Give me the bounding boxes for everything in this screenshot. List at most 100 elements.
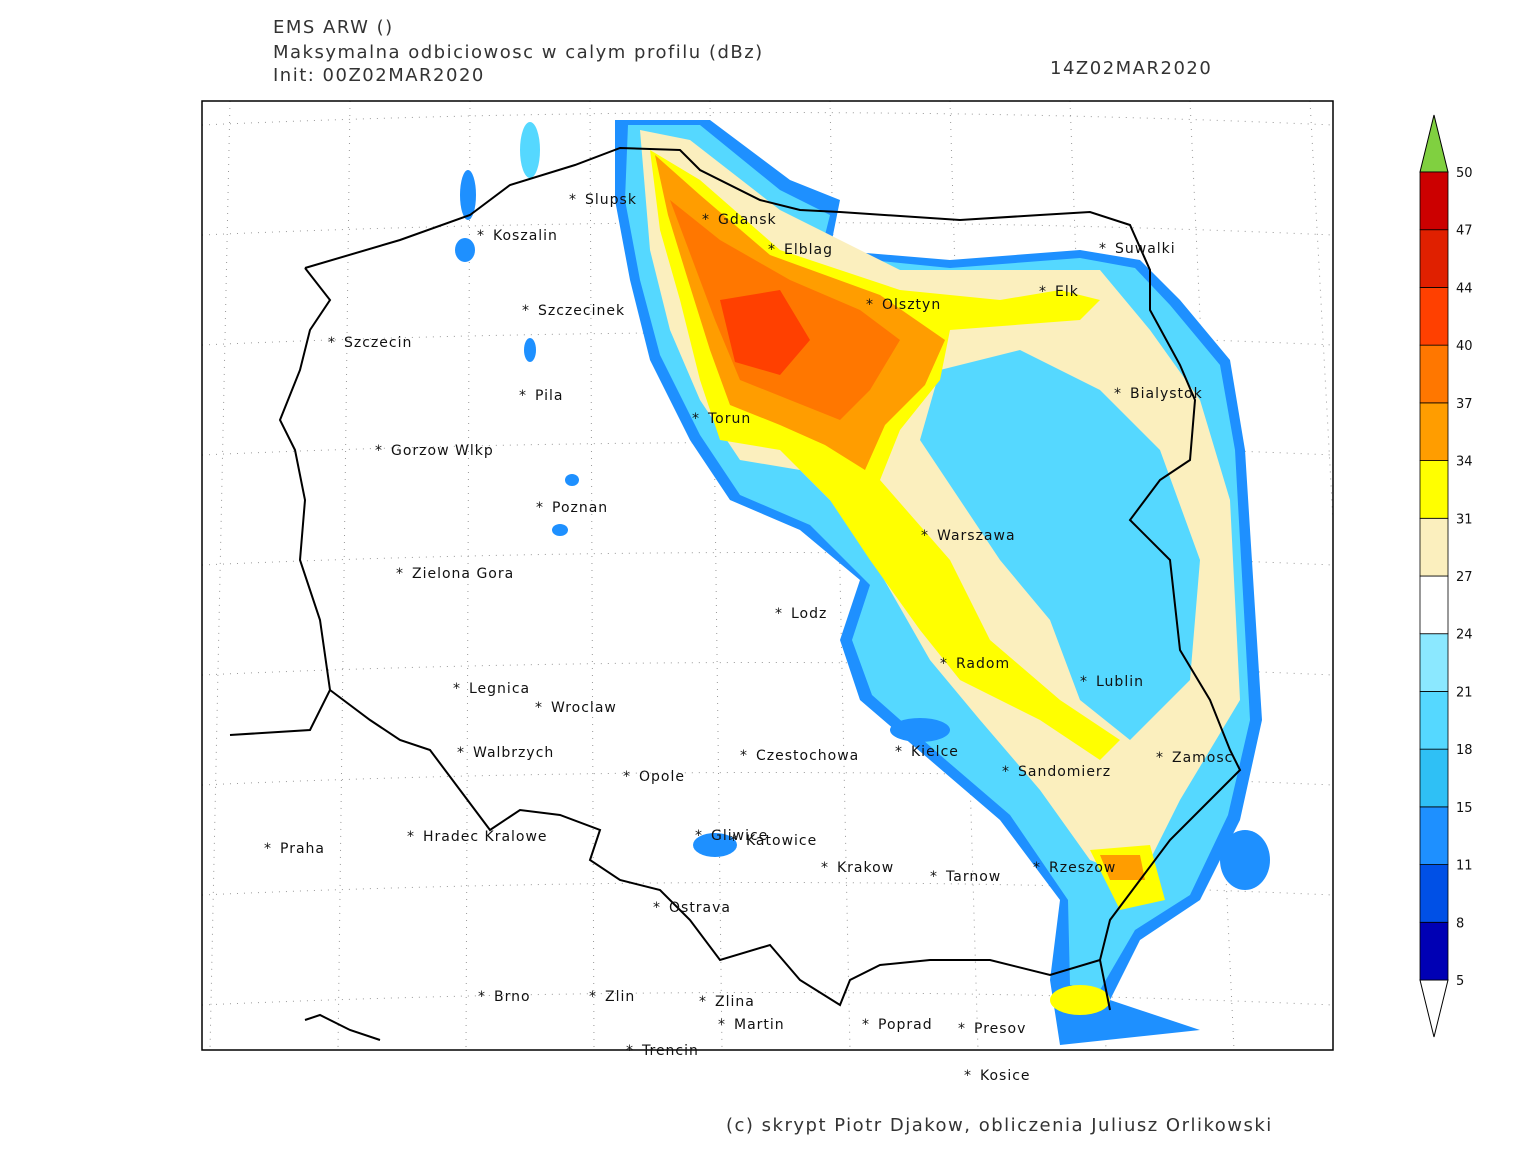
- city-marker: *: [396, 566, 404, 582]
- colorbar-band: [1419, 633, 1449, 692]
- city-label: Krakow: [837, 860, 894, 876]
- city-label: Praha: [280, 841, 325, 857]
- city-label: Szczecinek: [538, 303, 625, 319]
- city-marker: *: [1002, 764, 1010, 780]
- field-title: Maksymalna odbiciowosc w calym profilu (…: [273, 42, 764, 63]
- colorbar-tick-label: 44: [1456, 281, 1473, 296]
- city-marker: *: [930, 869, 938, 885]
- colorbar-band: [1419, 402, 1449, 461]
- city-marker: *: [895, 744, 903, 760]
- grid-line: [1189, 101, 1235, 1050]
- colorbar-tick-label: 5: [1456, 974, 1464, 989]
- echo: [1220, 830, 1270, 890]
- city-marker: *: [866, 297, 874, 313]
- city-marker: *: [862, 1017, 870, 1033]
- city-label: Bialystok: [1130, 386, 1203, 402]
- colorbar-tick-label: 15: [1456, 801, 1473, 816]
- colorbar-tick-label: 40: [1456, 339, 1473, 354]
- city-label: Gliwice: [711, 828, 768, 844]
- city-label: Sandomierz: [1018, 764, 1111, 780]
- city-label: Zlina: [715, 994, 755, 1010]
- city-marker: *: [695, 828, 703, 844]
- city-marker: *: [457, 745, 465, 761]
- city-label: Zamosc: [1172, 750, 1233, 766]
- city-marker: *: [730, 833, 738, 849]
- city-label: Koszalin: [493, 228, 558, 244]
- city-label: Trencin: [641, 1043, 699, 1059]
- echo: [460, 170, 476, 220]
- colorbar-tick-label: 27: [1456, 570, 1473, 585]
- city-marker: *: [478, 989, 486, 1005]
- colorbar-band: [1419, 171, 1449, 231]
- city-label: Opole: [639, 769, 685, 785]
- grid-line: [202, 992, 1333, 1006]
- echo: [455, 238, 475, 262]
- city-marker: *: [775, 606, 783, 622]
- city-marker: *: [453, 681, 461, 697]
- colorbar-over: [1419, 114, 1449, 173]
- city-marker: *: [699, 994, 707, 1010]
- city-marker: *: [821, 860, 829, 876]
- city-label: Olsztyn: [882, 297, 941, 313]
- city-label: Zielona Gora: [412, 566, 514, 582]
- map-frame: [201, 100, 1334, 1051]
- city-label: Gorzow Wlkp: [391, 443, 494, 459]
- city-label: Kosice: [980, 1068, 1031, 1084]
- city-marker: *: [569, 192, 577, 208]
- city-label: Walbrzych: [473, 745, 554, 761]
- city-marker: *: [589, 989, 597, 1005]
- colorbar-band: [1419, 748, 1449, 808]
- colorbar-band: [1419, 921, 1449, 981]
- city-marker: *: [328, 335, 336, 351]
- city-marker: *: [1039, 284, 1047, 300]
- city-marker: *: [653, 900, 661, 916]
- grid-line: [337, 101, 351, 1050]
- echo: [1050, 985, 1110, 1015]
- city-marker: *: [702, 212, 710, 228]
- colorbar-band: [1419, 806, 1449, 865]
- colorbar-tick-label: 11: [1456, 859, 1473, 874]
- city-label: Wroclaw: [551, 700, 617, 716]
- city-label: Elk: [1055, 284, 1079, 300]
- city-marker: *: [522, 303, 530, 319]
- city-label: Legnica: [469, 681, 530, 697]
- cities-outside: * Trencin * Kosice: [626, 1043, 1031, 1084]
- city-label: Poznan: [552, 500, 608, 516]
- city-marker: *: [768, 242, 776, 258]
- city-label: Martin: [734, 1017, 785, 1033]
- echo: [520, 122, 540, 178]
- city-label: Lodz: [791, 606, 827, 622]
- city-label: Gdansk: [718, 212, 777, 228]
- city-marker: *: [740, 748, 748, 764]
- echo: [720, 290, 810, 375]
- city-marker: *: [1114, 386, 1122, 402]
- city-marker: *: [1080, 674, 1088, 690]
- city-marker: *: [1099, 241, 1107, 257]
- colorbar-band: [1419, 691, 1449, 750]
- city-label: Presov: [974, 1021, 1026, 1037]
- city-label: Radom: [956, 656, 1010, 672]
- borders: [229, 146, 1242, 1041]
- echo: [552, 524, 568, 536]
- echo: [693, 833, 737, 857]
- colorbar-band: [1419, 344, 1449, 404]
- city-marker: *: [692, 411, 700, 427]
- grid-line: [1309, 101, 1333, 530]
- colorbar-band: [1419, 575, 1449, 635]
- city-label: Katowice: [746, 833, 817, 849]
- colorbar-band: [1419, 229, 1449, 288]
- city-label: Hradec Kralowe: [423, 829, 548, 845]
- city-marker: *: [535, 700, 543, 716]
- city-marker: *: [718, 1017, 726, 1033]
- model-title: EMS ARW (): [273, 17, 394, 38]
- city-marker: *: [1033, 860, 1041, 876]
- city-label: Poprad: [878, 1017, 933, 1033]
- grid-line: [589, 101, 595, 1050]
- map-area: * Slupsk * Koszalin * Gdansk * Elblag * Suwalki * O…: [202, 101, 1333, 1050]
- colorbar-tick-label: 50: [1456, 166, 1473, 181]
- colorbar-band: [1419, 287, 1449, 346]
- city-label: Ostrava: [669, 900, 731, 916]
- colorbar-band: [1419, 864, 1449, 923]
- city-marker: *: [519, 388, 527, 404]
- colorbar-under: [1419, 979, 1449, 1038]
